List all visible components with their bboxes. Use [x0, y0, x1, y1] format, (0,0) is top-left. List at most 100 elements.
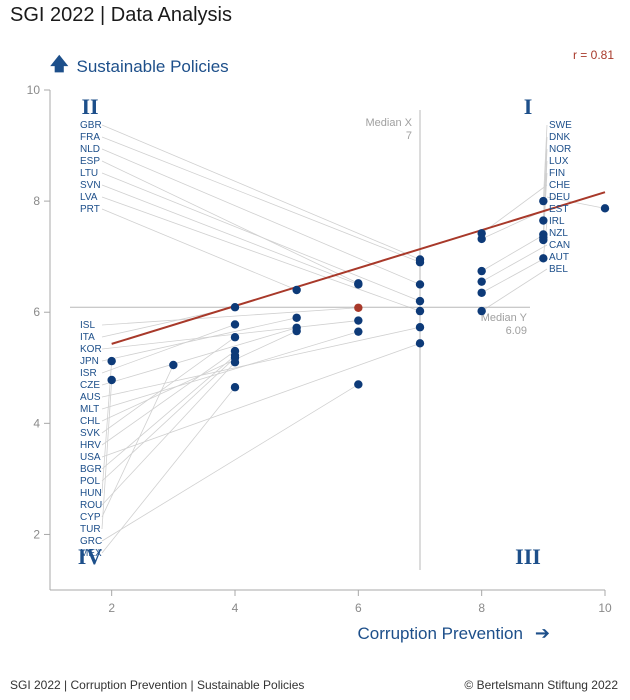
connector-line [101, 196, 421, 312]
connector-line [542, 172, 548, 241]
connector-line [546, 196, 606, 209]
y-axis-label: 🡅 Sustainable Policies [50, 52, 229, 82]
country-label-cyp: CYP [80, 512, 101, 523]
x-tick-label: 8 [478, 601, 485, 615]
y-tick-label: 8 [33, 194, 40, 208]
country-label-hun: HUN [80, 488, 102, 499]
data-point-jpn [292, 313, 301, 322]
country-label-ltu: LTU [80, 168, 98, 179]
page-title: SGI 2022 | Data Analysis [10, 4, 232, 26]
data-point-hun [107, 356, 116, 366]
correlation-label: r = 0.81 [572, 48, 614, 62]
median-lines: Median X7 Median Y6.09 [70, 110, 530, 570]
connector-line [101, 331, 359, 410]
country-label-grc: GRC [80, 536, 102, 547]
connector-lines [101, 124, 606, 554]
arrow-right-icon: ➔ [534, 623, 550, 643]
connector-line [101, 350, 236, 446]
trend-line-group [111, 191, 606, 345]
country-label-chl: CHL [80, 416, 100, 427]
country-label-esp: ESP [80, 156, 100, 167]
data-point-bel [477, 306, 486, 316]
data-point-chl [292, 326, 301, 336]
quadrant-label-4: IV [78, 544, 103, 569]
data-point-lva [415, 306, 425, 316]
x-axis-label: Corruption Prevention ➔ [358, 623, 550, 644]
country-label-nzl: NZL [549, 228, 568, 239]
data-point-ita [230, 303, 240, 312]
connector-line [101, 361, 236, 506]
connector-line [101, 326, 421, 398]
data-point-mlt [354, 327, 363, 336]
y-tick-label: 6 [33, 305, 40, 319]
country-label-prt: PRT [80, 204, 100, 215]
x-axis-label-text: Corruption Prevention [357, 623, 523, 643]
x-tick-label: 4 [232, 601, 239, 615]
median-x-value: 7 [406, 130, 412, 142]
y-axis-label-text: Sustainable Policies [76, 57, 229, 76]
data-point-dnk [539, 216, 548, 225]
data-point-irl [539, 254, 548, 263]
connector-line [101, 386, 236, 554]
connector-line [101, 364, 174, 518]
data-point-usa [415, 339, 425, 348]
data-point-can [477, 277, 486, 286]
country-label-dnk: DNK [549, 132, 570, 143]
connector-line [101, 124, 421, 260]
data-point-ltu [415, 296, 425, 306]
data-point-svk [230, 333, 240, 342]
median-y-value: 6.09 [506, 325, 527, 337]
country-label-deu: DEU [549, 192, 570, 203]
connector-line [101, 320, 359, 350]
y-tick-label: 4 [33, 416, 40, 430]
country-label-fra: FRA [80, 132, 100, 143]
data-point-prt [292, 285, 301, 295]
trend-line [111, 191, 606, 345]
data-point-deu [600, 204, 610, 213]
connector-line [101, 208, 297, 291]
data-point-isr [230, 320, 240, 329]
connector-line [481, 232, 548, 272]
data-point-aut [477, 288, 486, 297]
connector-line [101, 379, 113, 530]
connector-line [101, 136, 421, 263]
axes: 2 4 6 8 10 2 4 6 8 10 [27, 83, 612, 615]
arrow-up-icon: 🡅 [50, 54, 69, 74]
country-label-fin: FIN [549, 168, 565, 179]
country-label-cze: CZE [80, 380, 100, 391]
country-label-irl: IRL [549, 216, 565, 227]
country-label-che: CHE [549, 180, 570, 191]
country-label-nor: NOR [549, 144, 571, 155]
connector-line [101, 317, 297, 362]
connector-line [101, 148, 421, 285]
data-point-nzl [477, 266, 486, 276]
data-point-rou [230, 358, 240, 367]
median-y-label: Median Y [481, 312, 528, 324]
quadrant-label-1: I [524, 94, 533, 119]
country-label-aut: AUT [549, 252, 569, 263]
country-label-svn: SVN [80, 180, 101, 191]
country-label-est: EST [549, 204, 568, 215]
data-point-isl [354, 303, 363, 312]
y-tick-label: 2 [33, 527, 40, 541]
data-points [107, 196, 610, 392]
quadrant-label-2: II [81, 94, 98, 119]
connector-line [101, 184, 359, 285]
country-label-tur: TUR [80, 524, 101, 535]
data-point-fra [415, 258, 425, 267]
country-label-isr: ISR [80, 368, 97, 379]
connector-line [481, 184, 548, 234]
footer-source: SGI 2022 | Corruption Prevention | Susta… [10, 678, 305, 692]
country-label-rou: ROU [80, 500, 102, 511]
data-point-swe [539, 196, 548, 206]
country-label-nld: NLD [80, 144, 100, 155]
country-label-svk: SVK [80, 428, 100, 439]
country-label-pol: POL [80, 476, 100, 487]
country-label-lva: LVA [80, 192, 98, 203]
country-label-mlt: MLT [80, 404, 99, 415]
connector-line [101, 307, 359, 326]
connector-line [101, 172, 421, 302]
data-point-cyp [169, 360, 178, 370]
data-point-kor [354, 316, 363, 325]
